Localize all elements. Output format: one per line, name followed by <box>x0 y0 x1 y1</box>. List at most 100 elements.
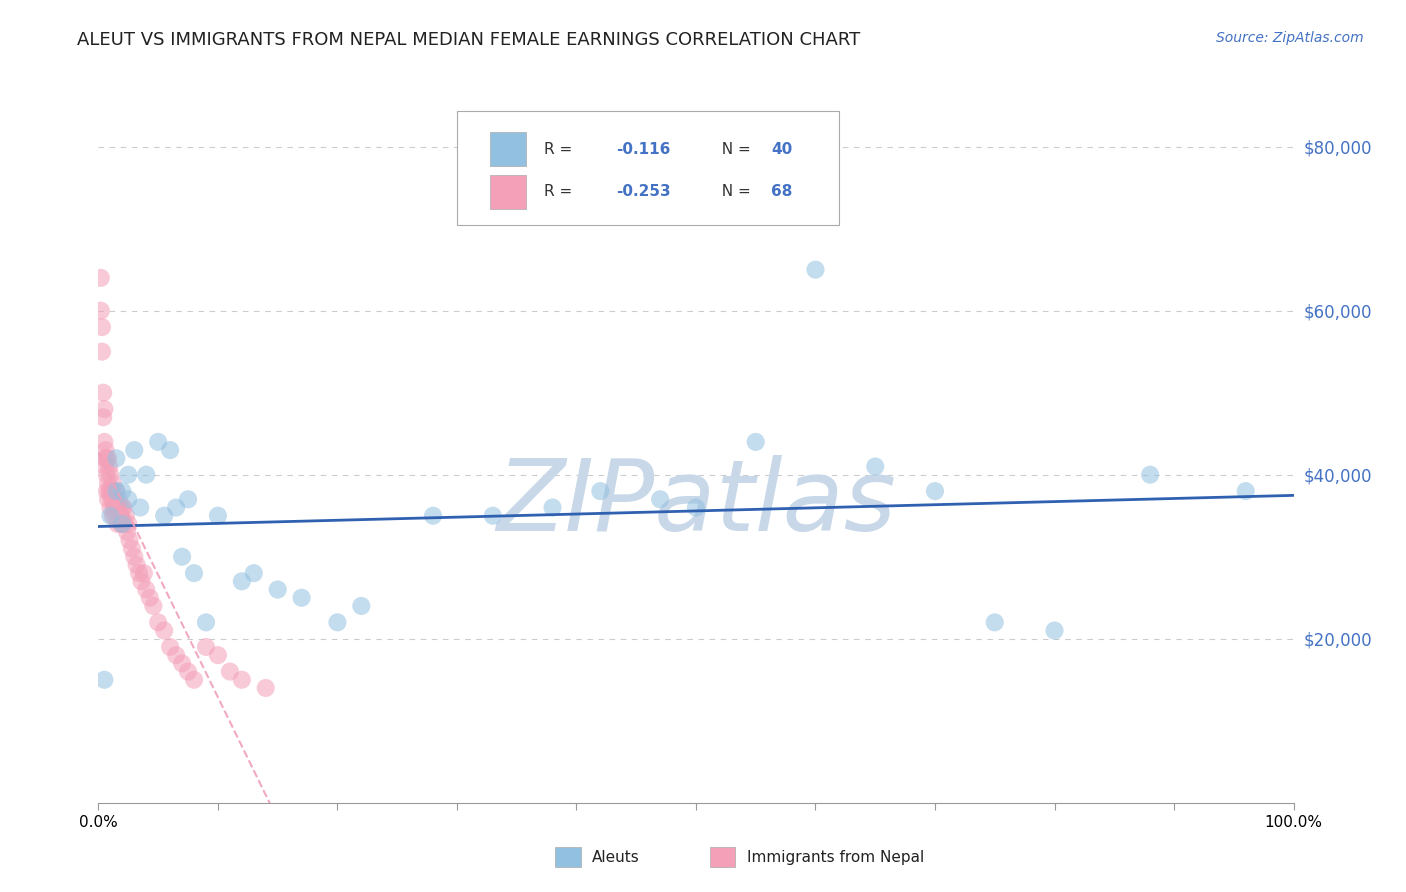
Point <box>115 508 138 523</box>
Point <box>350 599 373 613</box>
Point <box>541 500 564 515</box>
Point <box>98 500 122 515</box>
Point <box>98 467 122 482</box>
Point <box>481 508 505 523</box>
Point <box>125 558 148 572</box>
Point <box>91 385 114 400</box>
Point <box>924 484 946 499</box>
Point <box>117 467 139 482</box>
Point <box>98 484 122 499</box>
Point <box>96 484 118 499</box>
Point <box>153 508 176 523</box>
Point <box>96 467 118 482</box>
Point <box>105 484 128 499</box>
Point <box>243 566 266 581</box>
Point <box>111 516 134 531</box>
Text: -0.116: -0.116 <box>616 142 671 157</box>
Point <box>104 508 127 523</box>
Point <box>103 500 125 515</box>
Point <box>91 344 114 359</box>
Point <box>115 525 138 540</box>
Point <box>139 591 162 605</box>
Text: Immigrants from Nepal: Immigrants from Nepal <box>747 850 924 864</box>
FancyBboxPatch shape <box>491 175 526 209</box>
Point <box>114 516 136 531</box>
Point <box>108 500 131 515</box>
Point <box>118 533 141 548</box>
Point <box>111 516 134 531</box>
Point <box>135 467 157 482</box>
Point <box>159 443 181 458</box>
Point <box>142 599 165 613</box>
Point <box>132 566 155 581</box>
Point <box>96 451 118 466</box>
Point <box>326 615 349 630</box>
Point <box>153 624 176 638</box>
Point <box>90 303 112 318</box>
Point <box>108 508 131 523</box>
Point <box>165 648 187 662</box>
Point <box>93 402 115 417</box>
Point <box>745 434 768 449</box>
Point <box>254 681 277 695</box>
Point <box>124 549 146 564</box>
Point <box>172 549 194 564</box>
Point <box>101 508 124 523</box>
Point <box>165 500 187 515</box>
Point <box>267 582 290 597</box>
Point <box>195 640 218 654</box>
Text: R =: R = <box>544 142 578 157</box>
FancyBboxPatch shape <box>457 111 839 225</box>
Point <box>101 492 124 507</box>
Point <box>804 262 827 277</box>
Point <box>107 492 129 507</box>
Point <box>110 516 132 531</box>
Point <box>131 574 153 589</box>
Text: 40: 40 <box>772 142 793 157</box>
Text: ALEUT VS IMMIGRANTS FROM NEPAL MEDIAN FEMALE EARNINGS CORRELATION CHART: ALEUT VS IMMIGRANTS FROM NEPAL MEDIAN FE… <box>77 31 860 49</box>
Point <box>105 484 128 499</box>
Point <box>183 673 205 687</box>
FancyBboxPatch shape <box>491 132 526 166</box>
Point <box>177 492 200 507</box>
Point <box>231 673 253 687</box>
Point <box>231 574 253 589</box>
Point <box>94 459 117 474</box>
Point <box>148 615 170 630</box>
Point <box>100 492 122 507</box>
Point <box>93 451 115 466</box>
Point <box>105 451 128 466</box>
Point <box>648 492 672 507</box>
Point <box>90 270 112 285</box>
Point <box>135 582 157 597</box>
Text: R =: R = <box>544 185 578 200</box>
Point <box>685 500 707 515</box>
Text: N =: N = <box>711 185 755 200</box>
Point <box>100 484 122 499</box>
Text: ZIPatlas: ZIPatlas <box>496 455 896 551</box>
Text: 68: 68 <box>772 185 793 200</box>
Point <box>128 566 150 581</box>
Point <box>172 657 194 671</box>
Point <box>98 484 121 499</box>
Point <box>93 434 115 449</box>
Point <box>93 673 115 687</box>
Point <box>103 484 125 499</box>
Point <box>183 566 205 581</box>
Point <box>98 508 122 523</box>
Point <box>219 665 242 679</box>
Point <box>97 492 120 507</box>
Point <box>101 475 124 490</box>
Text: Aleuts: Aleuts <box>592 850 640 864</box>
Point <box>195 615 218 630</box>
Point <box>148 434 170 449</box>
Point <box>91 410 114 425</box>
Point <box>97 451 120 466</box>
Point <box>111 500 134 515</box>
Text: Source: ZipAtlas.com: Source: ZipAtlas.com <box>1216 31 1364 45</box>
Point <box>107 516 129 531</box>
Text: N =: N = <box>711 142 755 157</box>
Point <box>121 541 143 556</box>
Point <box>129 500 152 515</box>
Point <box>117 492 139 507</box>
